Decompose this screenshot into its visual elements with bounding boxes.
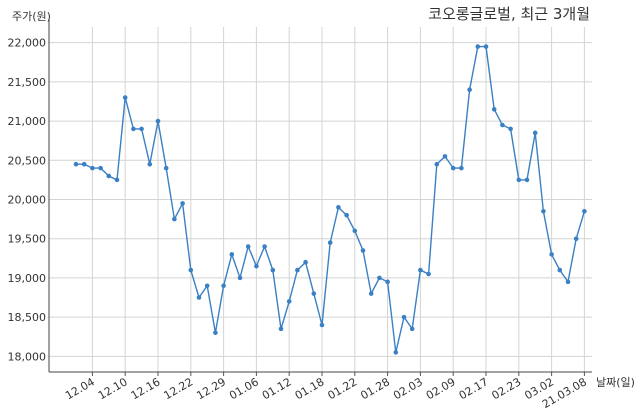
- x-tick-label: 02.03: [391, 375, 425, 402]
- data-point: [491, 107, 497, 112]
- data-point: [450, 165, 456, 171]
- data-point: [163, 165, 169, 171]
- data-point: [409, 326, 415, 332]
- data-point: [196, 295, 202, 300]
- x-tick-label: 12.16: [129, 375, 163, 402]
- x-tick-label: 01.12: [260, 375, 294, 402]
- data-point: [565, 279, 571, 285]
- x-tick-label: 02.09: [424, 375, 458, 402]
- x-tick-label: 02.23: [490, 375, 524, 402]
- data-point: [90, 165, 95, 171]
- data-point: [81, 161, 87, 167]
- data-point: [500, 122, 505, 128]
- data-point: [327, 240, 333, 245]
- data-point: [393, 350, 399, 355]
- data-point: [532, 130, 538, 136]
- x-tick-label: 12.22: [162, 375, 196, 402]
- data-point: [278, 326, 284, 332]
- data-point: [295, 267, 300, 273]
- data-point: [573, 236, 579, 242]
- data-point: [114, 177, 120, 183]
- y-tick-label: 21,000: [8, 115, 47, 128]
- data-point: [262, 244, 267, 249]
- data-point: [360, 248, 366, 253]
- data-point: [188, 267, 194, 273]
- y-axis-label: 주가(원): [12, 10, 51, 23]
- x-tick-label: 01.28: [358, 375, 392, 402]
- data-point: [385, 279, 390, 285]
- data-point: [541, 208, 546, 214]
- data-point: [180, 201, 185, 206]
- data-point: [254, 263, 259, 269]
- data-point: [475, 44, 481, 49]
- data-point: [155, 118, 161, 124]
- x-tick-label: 12.29: [194, 375, 228, 402]
- data-point: [549, 252, 554, 257]
- y-tick-label: 19,500: [8, 233, 47, 246]
- label-layer: 코오롱글로벌, 최근 3개월 주가(원) 날짜(일): [12, 5, 635, 389]
- data-point: [368, 291, 374, 296]
- y-tick-label: 20,500: [8, 154, 47, 167]
- data-point: [303, 259, 308, 265]
- data-point: [483, 44, 489, 49]
- chart-title: 코오롱글로벌, 최근 3개월: [428, 5, 590, 23]
- data-point: [426, 271, 431, 277]
- data-point: [516, 177, 522, 183]
- data-point: [73, 161, 79, 167]
- grid-layer: [49, 27, 592, 372]
- data-point: [434, 161, 440, 167]
- data-point: [139, 126, 144, 132]
- data-point: [352, 228, 358, 234]
- data-point: [557, 267, 563, 273]
- x-axis-label: 날짜(일): [596, 375, 635, 389]
- data-point: [172, 216, 177, 222]
- data-point: [98, 165, 103, 171]
- x-tick-label: 01.22: [326, 375, 360, 402]
- x-tick-label: 12.10: [96, 375, 130, 402]
- data-point: [582, 208, 587, 214]
- data-point: [122, 95, 128, 100]
- data-point: [245, 244, 251, 249]
- y-tick-label: 22,000: [8, 37, 47, 50]
- data-point: [237, 275, 243, 281]
- x-tick-label: 12.04: [63, 375, 97, 402]
- data-point: [286, 299, 292, 304]
- data-point: [106, 173, 112, 179]
- data-point: [508, 126, 513, 132]
- y-tick-label: 18,500: [8, 311, 47, 324]
- data-point: [229, 252, 235, 257]
- data-point: [524, 177, 530, 183]
- data-point: [401, 314, 407, 320]
- data-point: [270, 267, 276, 273]
- data-point: [131, 126, 136, 132]
- data-point: [336, 205, 341, 210]
- data-point: [204, 283, 210, 289]
- data-point: [418, 267, 423, 273]
- y-tick-label: 19,000: [8, 272, 47, 285]
- y-tick-label: 20,000: [8, 194, 47, 207]
- data-point: [442, 154, 448, 159]
- x-tick-label: 01.18: [293, 375, 327, 402]
- data-point: [344, 212, 349, 218]
- data-point: [319, 322, 325, 328]
- data-point: [311, 291, 317, 296]
- axis-layer: 18,000 18,500 19,000 19,500 20,000 20,500 21,0…: [8, 19, 592, 411]
- x-tick-label: 01.06: [227, 375, 261, 402]
- data-point: [221, 283, 226, 289]
- data-point: [377, 275, 382, 281]
- data-point: [467, 87, 472, 93]
- data-point: [213, 330, 218, 336]
- data-point: [147, 161, 153, 167]
- x-tick-label: 02.17: [457, 375, 491, 402]
- y-tick-label: 18,000: [8, 350, 47, 363]
- series-layer: [73, 44, 587, 355]
- y-tick-label: 21,500: [8, 76, 47, 89]
- data-point: [459, 165, 464, 171]
